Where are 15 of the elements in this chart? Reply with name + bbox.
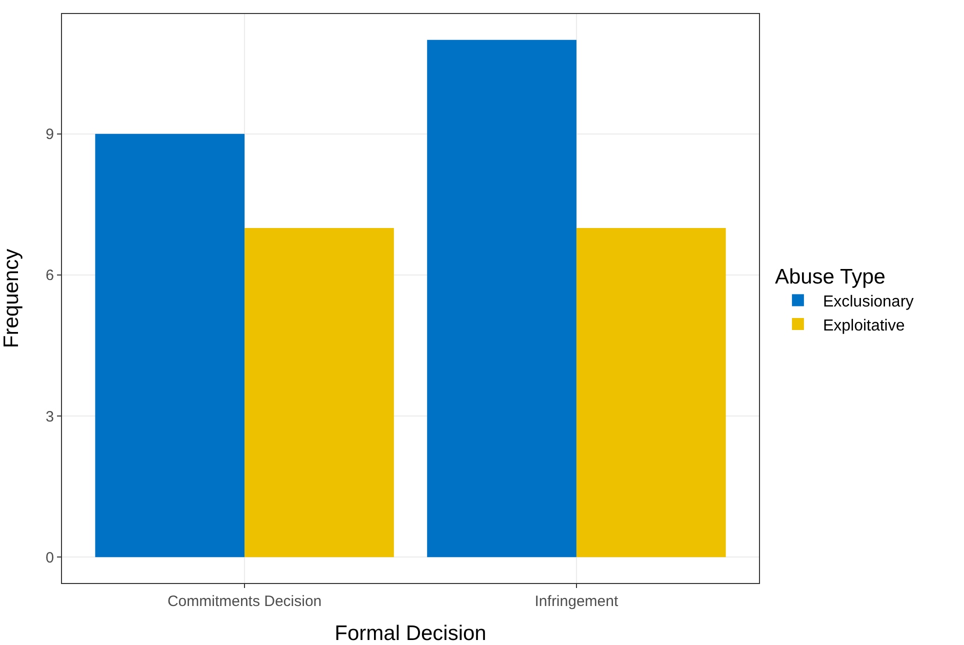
y-axis-title: Frequency	[0, 248, 23, 348]
legend-label: Exploitative	[822, 317, 905, 334]
y-tick-label: 0	[46, 549, 54, 566]
x-tick-label: Commitments Decision	[167, 593, 322, 610]
bar	[244, 228, 394, 558]
bar	[95, 134, 245, 558]
y-tick-label: 6	[46, 267, 54, 284]
x-tick-label: Infringement	[534, 593, 619, 610]
bar	[576, 228, 726, 558]
x-axis-title: Formal Decision	[334, 622, 486, 645]
legend-label: Exclusionary	[822, 293, 914, 310]
bar	[427, 40, 576, 558]
y-tick-label: 9	[46, 126, 54, 144]
y-tick-label: 3	[46, 408, 54, 426]
legend-title: Abuse Type	[774, 265, 886, 288]
